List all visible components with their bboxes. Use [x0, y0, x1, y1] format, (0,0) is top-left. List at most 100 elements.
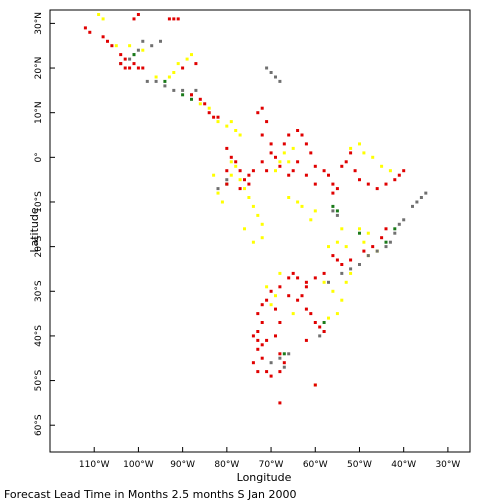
station-marker-green — [384, 240, 388, 244]
station-marker-yellow — [362, 240, 366, 244]
station-marker-red — [318, 325, 322, 329]
station-marker-yellow — [388, 169, 392, 173]
station-marker-gray — [216, 187, 220, 191]
station-marker-yellow — [269, 303, 273, 307]
station-marker-red — [304, 285, 308, 289]
station-marker-yellow — [198, 102, 202, 106]
station-marker-red — [128, 66, 132, 70]
station-marker-yellow — [207, 106, 211, 110]
station-marker-gray — [397, 222, 401, 226]
station-marker-red — [296, 298, 300, 302]
station-marker-gray — [154, 79, 158, 83]
lon-tick-label: 30°W — [435, 460, 460, 470]
station-marker-red — [194, 62, 198, 66]
lat-tick-label: 30°S — [34, 280, 44, 302]
station-marker-red — [136, 13, 140, 16]
station-marker-red — [269, 151, 273, 155]
station-marker-red — [141, 66, 145, 70]
station-marker-yellow — [243, 227, 246, 231]
lon-tick-label: 80°W — [214, 460, 239, 470]
station-marker-gray — [128, 57, 132, 61]
station-marker-green — [132, 53, 136, 57]
station-marker-red — [313, 276, 317, 280]
station-marker-red — [260, 356, 264, 360]
lat-tick-label: 30°N — [34, 12, 44, 35]
station-marker-red — [397, 173, 401, 177]
station-marker-yellow — [167, 75, 171, 79]
station-marker-red — [304, 173, 308, 177]
station-marker-green — [282, 352, 286, 356]
station-marker-red — [340, 164, 344, 168]
station-marker-red — [260, 303, 264, 307]
station-marker-green — [358, 231, 361, 235]
station-marker-yellow — [322, 280, 326, 284]
station-marker-red — [256, 338, 260, 342]
station-marker-red — [358, 178, 361, 182]
station-marker-red — [269, 289, 273, 293]
station-marker-red — [132, 17, 136, 21]
station-marker-red — [331, 182, 335, 186]
station-marker-red — [243, 178, 246, 182]
station-marker-yellow — [229, 160, 233, 164]
station-marker-red — [384, 227, 388, 231]
station-marker-gray — [411, 204, 414, 208]
station-marker-red — [136, 66, 140, 70]
station-marker-yellow — [349, 146, 353, 150]
lon-tick-label: 50°W — [347, 460, 372, 470]
station-marker-yellow — [335, 312, 339, 316]
station-marker-yellow — [216, 191, 220, 195]
station-marker-red — [335, 187, 339, 191]
station-marker-yellow — [256, 213, 260, 217]
station-marker-yellow — [340, 298, 344, 302]
station-marker-gray — [375, 249, 379, 253]
station-marker-yellow — [243, 187, 246, 191]
station-marker-yellow — [128, 44, 132, 48]
station-marker-red — [119, 53, 123, 57]
longitude-ticks: 110°W 100°W 90°W 80°W 70°W 60°W 50°W 40°W 30°W — [79, 447, 460, 470]
lat-tick-label: 20°N — [34, 57, 44, 80]
station-marker-gray — [274, 75, 277, 79]
map-frame — [49, 9, 471, 453]
station-marker-gray — [159, 39, 162, 43]
station-marker-red — [322, 169, 326, 173]
station-marker-red — [119, 62, 123, 66]
station-marker-gray — [384, 245, 388, 249]
station-marker-red — [181, 66, 185, 70]
station-marker-red — [265, 370, 269, 374]
station-marker-yellow — [371, 155, 375, 159]
station-marker-red — [278, 401, 282, 405]
lat-tick-label: 50°S — [34, 369, 44, 391]
station-marker-green — [190, 97, 193, 101]
station-marker-red — [265, 169, 269, 173]
station-marker-red — [260, 160, 264, 164]
station-marker-red — [296, 160, 300, 164]
station-marker-yellow — [362, 151, 366, 155]
station-marker-yellow — [234, 129, 238, 132]
station-marker-red — [260, 343, 264, 347]
station-marker-gray — [335, 213, 339, 217]
station-marker-red — [335, 258, 339, 262]
station-marker-yellow — [97, 13, 101, 16]
station-marker-red — [260, 133, 264, 137]
station-marker-red — [167, 17, 171, 21]
station-marker-yellow — [380, 164, 384, 168]
station-marker-red — [172, 17, 176, 21]
station-marker-gray — [366, 254, 370, 258]
station-marker-red — [238, 187, 242, 191]
station-marker-gray — [358, 263, 361, 266]
station-marker-red — [322, 271, 326, 275]
station-marker-yellow — [225, 124, 229, 128]
station-marker-red — [216, 115, 220, 119]
station-marker-red — [287, 294, 291, 298]
station-marker-red — [256, 312, 260, 316]
station-marker-red — [309, 312, 313, 316]
station-marker-gray — [269, 71, 273, 74]
station-marker-gray — [278, 356, 282, 360]
station-marker-yellow — [212, 173, 216, 177]
station-marker-red — [256, 111, 260, 115]
station-marker-gray — [388, 240, 392, 244]
station-marker-red — [393, 178, 397, 182]
station-marker-red — [304, 338, 308, 342]
station-marker-red — [375, 187, 379, 191]
station-marker-green — [163, 79, 167, 83]
